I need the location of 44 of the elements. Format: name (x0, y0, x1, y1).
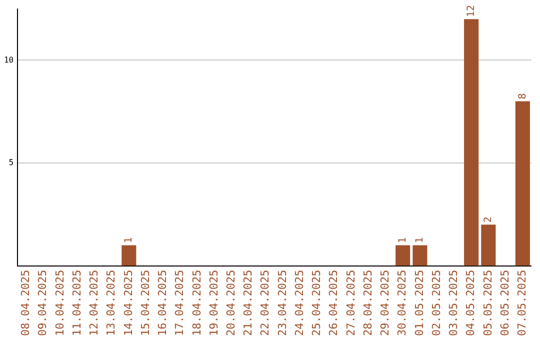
x-tick-label: 17.04.2025 (173, 270, 186, 336)
data-label: 8 (517, 93, 528, 100)
y-tick-label: 10 (4, 55, 14, 64)
x-tick-label: 18.04.2025 (190, 270, 204, 336)
data-label: 1 (397, 237, 408, 244)
x-tick-label: 08.04.2025 (19, 270, 32, 336)
x-tick-label: 26.04.2025 (327, 270, 340, 336)
x-tick-label: 23.04.2025 (276, 270, 289, 336)
x-tick-label: 03.05.2025 (447, 270, 460, 336)
x-tick-label: 22.04.2025 (258, 270, 272, 336)
x-tick-label: 07.05.2025 (516, 270, 529, 336)
x-tick-label: 25.04.2025 (310, 270, 324, 336)
x-tick-label: 01.05.2025 (412, 270, 426, 336)
x-tick-label: 30.04.2025 (396, 270, 409, 336)
bar (515, 101, 530, 266)
x-tick-label: 13.04.2025 (104, 270, 118, 336)
x-tick-label: 29.04.2025 (378, 270, 392, 336)
y-tick-label: 5 (8, 158, 14, 168)
x-tick-label: 02.05.2025 (430, 270, 443, 336)
x-tick-label: 10.04.2025 (53, 270, 66, 336)
bar (481, 224, 496, 266)
x-tick-label: 19.04.2025 (207, 270, 220, 336)
bar (122, 245, 136, 266)
bar (464, 19, 479, 266)
bar (412, 245, 428, 266)
x-tick-label: 06.05.2025 (498, 270, 512, 336)
data-label: 2 (483, 216, 494, 223)
x-tick-label: 27.04.2025 (344, 270, 358, 336)
bar (396, 245, 410, 266)
x-tick-label: 05.05.2025 (481, 270, 494, 336)
x-tick-label: 21.04.2025 (242, 270, 255, 336)
x-tick-label: 04.05.2025 (464, 270, 478, 336)
data-label: 1 (124, 237, 135, 244)
x-tick-label: 11.04.2025 (70, 270, 84, 336)
x-tick-label: 20.04.2025 (224, 270, 238, 336)
x-tick-label: 16.04.2025 (156, 270, 170, 336)
x-tick-label: 12.04.2025 (88, 270, 101, 336)
data-label: 1 (414, 237, 426, 244)
x-tick-label: 09.04.2025 (36, 270, 50, 336)
data-label: 12 (466, 5, 477, 18)
x-tick-label: 24.04.2025 (292, 270, 306, 336)
x-tick-label: 15.04.2025 (138, 270, 152, 336)
x-tick-label: 14.04.2025 (122, 270, 135, 336)
x-tick-label: 28.04.2025 (361, 270, 374, 336)
